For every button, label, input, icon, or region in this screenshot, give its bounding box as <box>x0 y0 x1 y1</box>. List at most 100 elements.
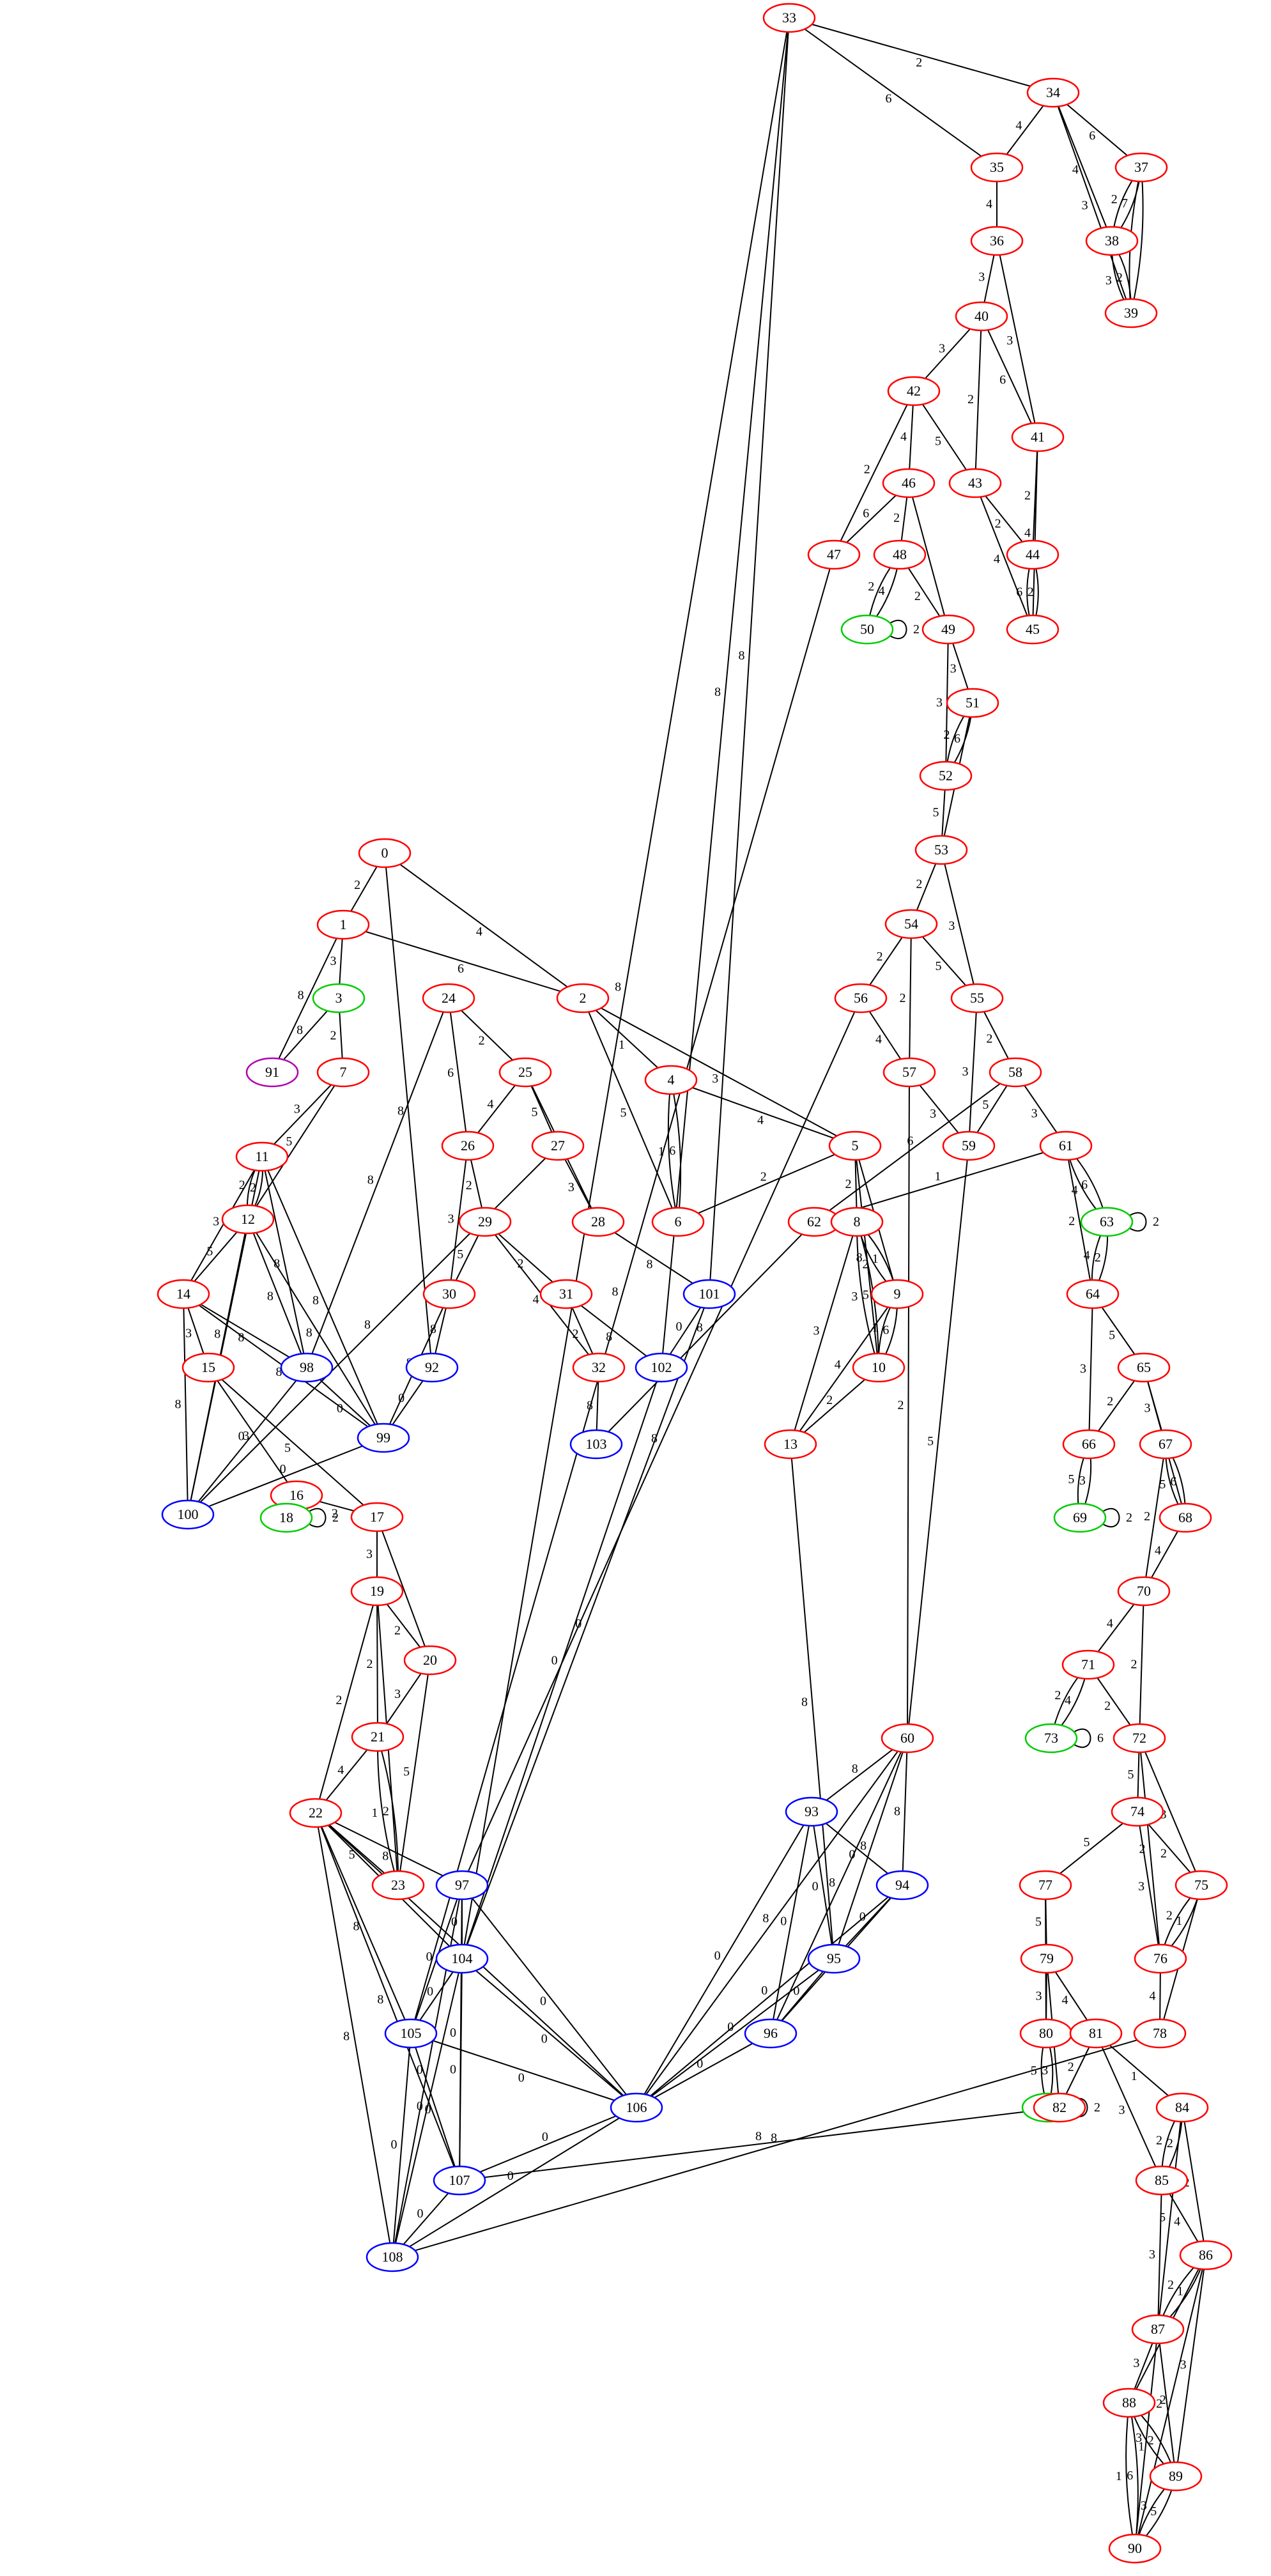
edge-weight-84-85: 2 <box>1156 2133 1162 2147</box>
node-label-78: 78 <box>1153 2025 1167 2041</box>
node-label-58: 58 <box>1008 1064 1022 1080</box>
node-ellipse-81 <box>1069 2018 1123 2049</box>
edge-101-104 <box>461 1293 710 1959</box>
node-label-50: 50 <box>860 621 874 637</box>
edge-87-89 <box>1157 2329 1176 2477</box>
node-label-8: 8 <box>854 1214 861 1230</box>
node-label-81: 81 <box>1089 2025 1103 2041</box>
edge-72-76 <box>1139 1738 1161 1959</box>
edge-weight-19-20: 2 <box>394 1623 401 1637</box>
edge-0-2 <box>384 852 583 999</box>
edge-weight-40-42: 3 <box>939 341 945 355</box>
node-label-0: 0 <box>381 845 389 861</box>
node-65: 65 <box>1117 1352 1171 1383</box>
node-ellipse-91 <box>245 1057 299 1088</box>
edge-weight-58-59: 5 <box>982 1098 989 1112</box>
edge-weight-86-90: 2 <box>1160 2393 1166 2407</box>
edge-weight-74-76: 3 <box>1138 1879 1144 1893</box>
edge-weight-8-9: 2 <box>862 1258 868 1272</box>
node-label-95: 95 <box>827 1950 841 1966</box>
edge-33-104 <box>461 17 790 1959</box>
edge-weight-88-89: 1 <box>1138 2440 1144 2454</box>
edge-weight-82-107: 8 <box>755 2129 762 2143</box>
node-label-7: 7 <box>340 1064 347 1080</box>
node-ellipse-54 <box>884 909 938 939</box>
edge-12-98 <box>247 1219 307 1368</box>
edge-22-108 <box>315 1812 393 2258</box>
self-loop-weight-73: 6 <box>1097 1731 1104 1745</box>
self-loop-weight-83: 2 <box>1094 2101 1100 2115</box>
node-104: 104 <box>435 1943 489 1974</box>
node-31: 31 <box>539 1279 593 1309</box>
edge-weight-0-2: 4 <box>476 925 482 939</box>
node-64: 64 <box>1066 1279 1120 1309</box>
edge-19-21 <box>376 1591 378 1738</box>
edge-22-105 <box>315 1812 412 2034</box>
node-label-77: 77 <box>1038 1877 1052 1893</box>
edge-weight-14-99: 8 <box>275 1365 282 1379</box>
node-89: 89 <box>1149 2461 1203 2492</box>
edge-7-12 <box>247 1072 344 1220</box>
node-label-6: 6 <box>675 1214 682 1230</box>
edge-15-16 <box>208 1367 297 1496</box>
node-ellipse-26 <box>441 1130 495 1161</box>
edge-40-41 <box>981 316 1038 438</box>
edge-34-39 <box>1052 92 1132 314</box>
node-label-31: 31 <box>559 1286 573 1302</box>
node-label-48: 48 <box>893 546 907 562</box>
node-ellipse-17 <box>350 1502 404 1532</box>
edge-84-86 <box>1182 2107 1206 2256</box>
self-loop-weight-69: 2 <box>1126 1511 1132 1525</box>
node-ellipse-102 <box>635 1352 688 1383</box>
edge-weight-40-41: 6 <box>999 373 1006 387</box>
edge-33-35 <box>789 17 998 168</box>
edge-weight-37-38: 2 <box>1111 192 1118 206</box>
node-ellipse-55 <box>950 983 1004 1014</box>
node-label-26: 26 <box>461 1138 475 1153</box>
node-label-104: 104 <box>452 1950 473 1966</box>
node-ellipse-9 <box>870 1279 924 1309</box>
node-ellipse-50 <box>840 614 894 645</box>
node-label-53: 53 <box>934 842 948 858</box>
edge-weight-105-108: 0 <box>391 2138 397 2152</box>
node-ellipse-84 <box>1155 2092 1209 2123</box>
node-ellipse-53 <box>914 835 968 865</box>
edge-weight-34-38: 4 <box>1072 162 1079 176</box>
node-ellipse-103 <box>569 1429 623 1460</box>
node-53: 53 <box>914 835 968 865</box>
node-ellipse-95 <box>807 1943 861 1974</box>
self-loop-63 <box>1129 1212 1147 1232</box>
node-ellipse-41 <box>1011 422 1065 452</box>
node-4: 4 <box>644 1065 698 1095</box>
node-label-75: 75 <box>1194 1877 1208 1893</box>
edge-43-45 <box>974 482 1033 630</box>
node-ellipse-57 <box>882 1057 936 1088</box>
node-96: 96 <box>744 2018 797 2049</box>
node-21: 21 <box>351 1722 404 1752</box>
edge-weight-33-104: 8 <box>615 980 621 994</box>
edge-weight-2-6: 5 <box>620 1106 626 1120</box>
edge-weight-98-100: 0 <box>238 1429 245 1443</box>
edge-weight-95-96: 0 <box>793 1984 799 1998</box>
edge-weight-12-99: 8 <box>306 1325 312 1339</box>
edge-weight-11-100: 8 <box>214 1327 220 1341</box>
node-ellipse-70 <box>1117 1576 1171 1607</box>
edge-88-90 <box>1128 2402 1139 2549</box>
node-7: 7 <box>316 1057 370 1088</box>
edge-weight-46-48: 2 <box>893 511 900 525</box>
edge-weight-97-105: 0 <box>426 1950 433 1964</box>
node-101: 101 <box>682 1279 736 1309</box>
node-91: 91 <box>245 1057 299 1088</box>
edge-15-17 <box>208 1367 378 1518</box>
edge-weight-61-63: 6 <box>1081 1178 1088 1192</box>
edge-36-41 <box>996 240 1038 438</box>
edge-weight-44-45: 6 <box>1016 585 1022 599</box>
node-ellipse-87 <box>1131 2314 1185 2345</box>
edge-weight-64-66: 3 <box>1080 1362 1086 1376</box>
node-label-52: 52 <box>939 767 953 783</box>
edge-weight-67-68: 5 <box>1159 1477 1166 1492</box>
edge-105-106 <box>410 2033 637 2108</box>
node-81: 81 <box>1069 2018 1123 2049</box>
edge-weight-60-96: 8 <box>829 1876 835 1890</box>
